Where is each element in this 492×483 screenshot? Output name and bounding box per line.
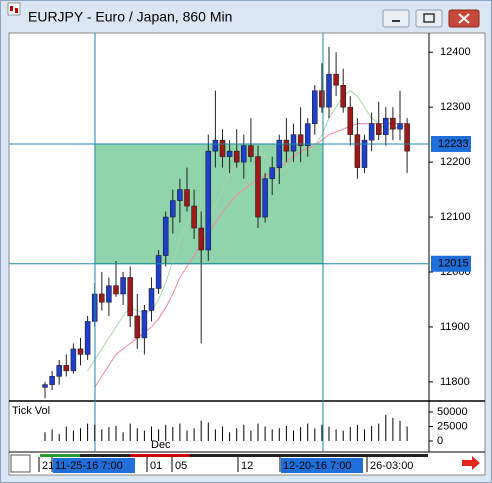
app-icon <box>7 2 21 16</box>
candle-body <box>184 189 190 207</box>
time-highlight <box>53 458 135 473</box>
candle-body <box>99 293 105 303</box>
candle-body <box>354 134 361 168</box>
app-icon-bar <box>15 8 18 13</box>
candle-body <box>191 205 197 229</box>
volume-label: 50000 <box>437 406 468 418</box>
candle-body <box>347 106 354 135</box>
candle-body <box>70 348 77 372</box>
candle-body <box>375 123 382 135</box>
candle-body <box>106 285 112 303</box>
candle-body <box>404 123 410 152</box>
corner-box[interactable] <box>10 454 31 473</box>
candle-body <box>368 123 375 141</box>
candle-body <box>141 310 148 339</box>
candle-body <box>205 150 212 251</box>
maximize-icon <box>423 13 435 23</box>
candle-body <box>383 117 389 135</box>
volume-label: 0 <box>437 435 443 447</box>
crosshair-price-box <box>431 255 471 272</box>
price-label: 12400 <box>440 46 471 58</box>
candle-body <box>77 348 84 355</box>
candle-body <box>162 216 169 256</box>
scroll-arrow[interactable] <box>462 456 480 470</box>
time-label: 12 <box>241 460 253 472</box>
candle-body <box>177 189 183 201</box>
candle-body <box>226 150 233 157</box>
candle-body <box>283 139 290 152</box>
candle-body <box>219 139 226 157</box>
volume-label: 25000 <box>437 420 468 432</box>
time-label: 21 <box>42 460 54 472</box>
month-label: Dec <box>151 439 171 451</box>
time-highlight <box>281 458 363 473</box>
price-label: 12200 <box>440 156 471 168</box>
price-label: 12100 <box>440 211 471 223</box>
candle-body <box>120 277 126 295</box>
close-icon <box>458 13 470 24</box>
time-label: 05 <box>175 460 187 472</box>
candle-body <box>262 178 268 218</box>
candle-body <box>397 123 403 130</box>
minimize-button[interactable] <box>382 9 410 28</box>
candle-body <box>297 134 304 146</box>
moving-average <box>87 90 408 372</box>
time-label: 26-03:00 <box>370 460 413 472</box>
candle-body <box>113 285 119 295</box>
candle-body <box>248 145 254 157</box>
candle-body <box>42 384 48 388</box>
candle-body <box>155 255 162 289</box>
candle-body <box>390 117 396 130</box>
candle-body <box>170 200 176 218</box>
candle-body <box>127 277 133 317</box>
window-title: EURJPY - Euro / Japan, 860 Min <box>28 9 232 25</box>
candle-body <box>312 90 318 124</box>
candle-body <box>241 145 247 163</box>
candle-body <box>212 139 219 152</box>
candle-body <box>269 167 275 179</box>
candle-body <box>340 84 346 108</box>
candle-body <box>290 134 297 152</box>
time-axis-strip <box>40 454 80 457</box>
time-axis-strip <box>130 454 190 457</box>
time-label: 12-20-16 7:00 <box>283 460 352 472</box>
time-label: 01 <box>150 460 162 472</box>
candle-body <box>198 227 204 251</box>
candle-body <box>84 321 91 355</box>
candle-body <box>49 376 55 385</box>
candle-body <box>276 139 283 168</box>
time-label: 11-25-16 7:00 <box>55 460 123 472</box>
candle-body <box>255 156 261 218</box>
candle-body <box>304 123 311 146</box>
candle-body <box>148 288 155 311</box>
candle-body <box>134 315 141 339</box>
crosshair-price-box <box>431 135 471 152</box>
candle-body <box>361 139 368 168</box>
maximize-button[interactable] <box>415 9 443 28</box>
crosshair-price-label: 12015 <box>438 258 469 270</box>
candle-body <box>319 90 325 108</box>
volume-label: Tick Vol <box>12 405 50 417</box>
candle-body <box>333 73 339 86</box>
price-label: 11900 <box>440 321 470 333</box>
crosshair-price-label: 12233 <box>438 138 469 150</box>
minimize-icon <box>392 20 400 22</box>
candle-body <box>63 365 70 372</box>
price-label: 11800 <box>440 376 470 388</box>
price-label: 12300 <box>440 101 471 113</box>
candle-body <box>56 365 62 377</box>
time-axis-strip <box>40 454 428 457</box>
app-icon-bar <box>10 6 13 11</box>
candle-body <box>326 73 332 108</box>
candle-body <box>233 150 240 163</box>
